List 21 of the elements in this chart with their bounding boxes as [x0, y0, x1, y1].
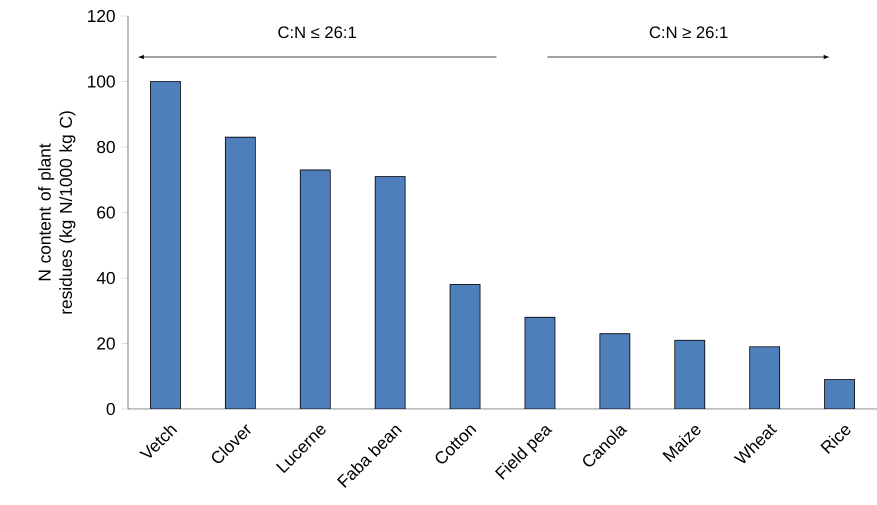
- bar: [300, 170, 331, 409]
- bar: [599, 333, 630, 409]
- bar: [150, 81, 181, 409]
- y-tick-label: 20: [97, 337, 115, 350]
- bar: [224, 136, 256, 409]
- bar: [749, 346, 780, 409]
- bar: [450, 284, 480, 409]
- bar: [524, 316, 556, 409]
- y-tick-label: 0: [106, 402, 115, 416]
- bar: [824, 379, 855, 409]
- annotation: C:N ≥ 26:1: [650, 26, 728, 38]
- y-axis-title: N content of plant residues (kg N/1000 kg C): [38, 111, 76, 314]
- y-tick-label: 100: [88, 75, 115, 88]
- y-tick-label: 60: [97, 206, 115, 219]
- y-tick-label: 120: [88, 10, 115, 22]
- x-tick-label: Rice: [820, 426, 850, 454]
- annotation: C:N ≤ 26:1: [278, 26, 356, 38]
- bar: [674, 340, 706, 409]
- y-tick-label: 80: [97, 140, 115, 154]
- bar: [374, 176, 406, 409]
- y-tick-label: 40: [96, 272, 115, 284]
